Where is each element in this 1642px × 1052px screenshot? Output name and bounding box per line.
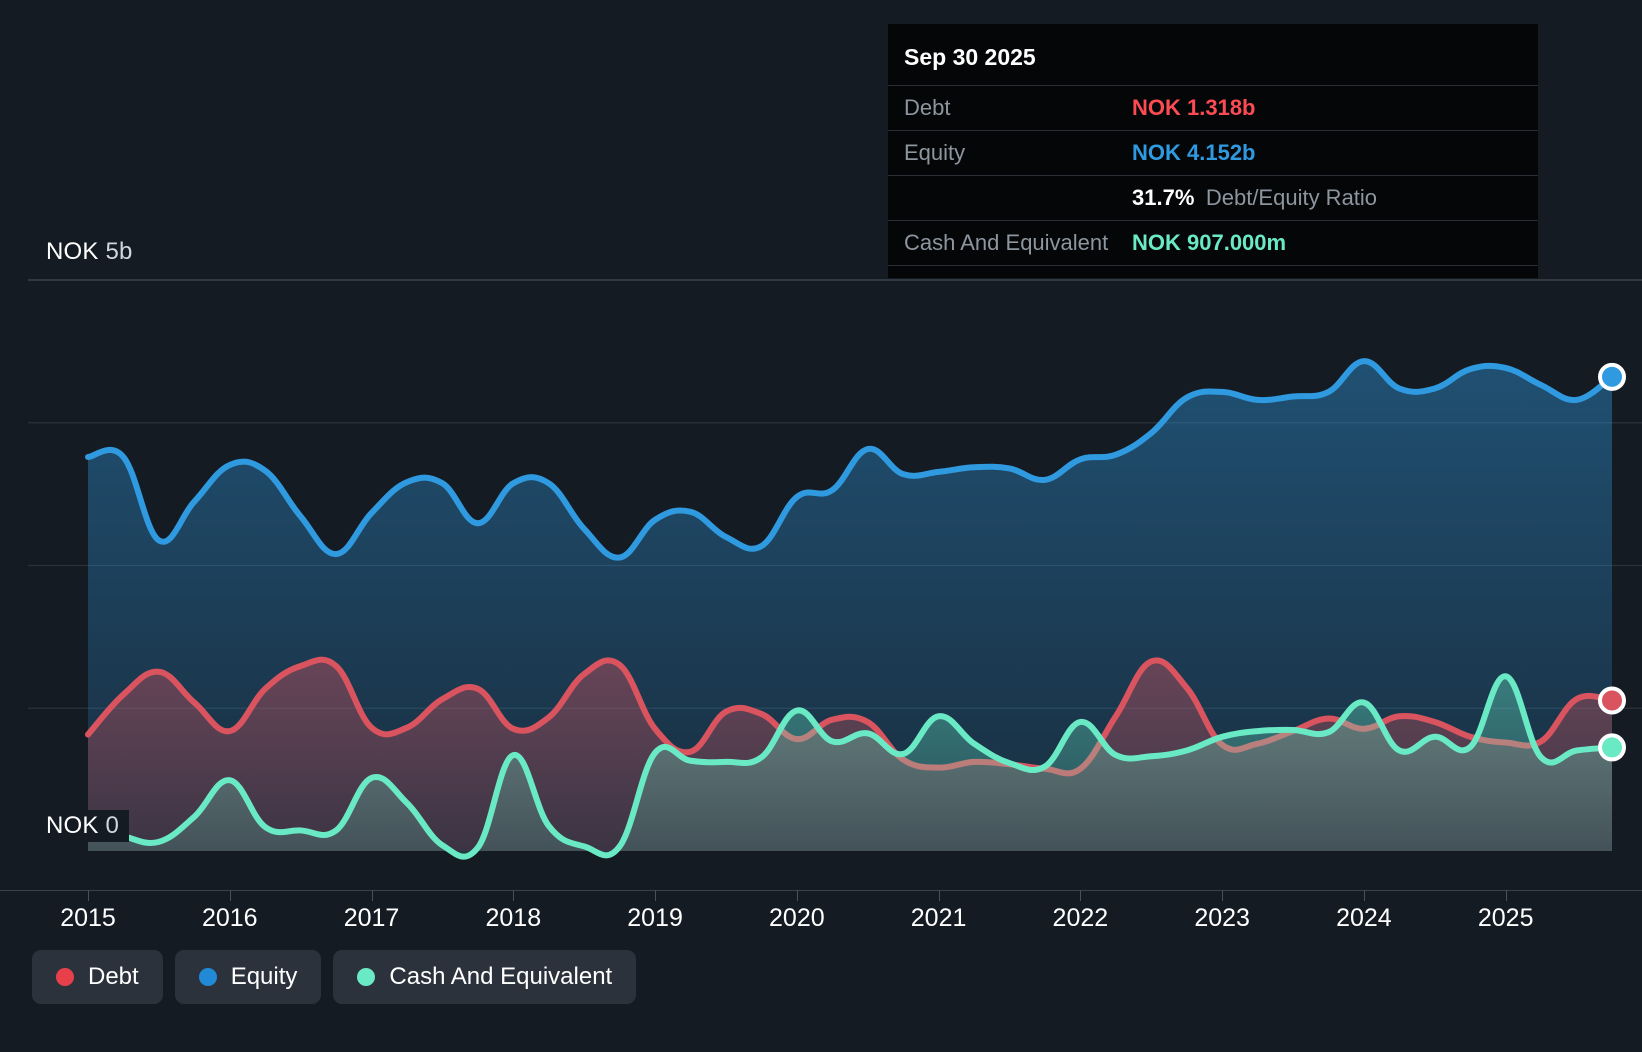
legend-item-cash[interactable]: Cash And Equivalent xyxy=(333,950,637,1004)
x-axis-year-label: 2024 xyxy=(1336,904,1392,932)
y-axis-zero-label: NOK 0 xyxy=(28,810,130,842)
tooltip-equity-label: Equity xyxy=(904,140,966,165)
x-axis: 2015 2016 2017 2018 2019 2020 2021 2022 2023 2024… xyxy=(0,890,1642,936)
tooltip-row-ratio: 31.7% Debt/Equity Ratio xyxy=(888,175,1538,220)
series-line-cash xyxy=(85,673,1615,860)
x-axis-year-label: 2017 xyxy=(343,904,400,932)
chart-canvas xyxy=(28,279,1642,860)
x-axis-tick-mark xyxy=(371,890,373,901)
x-axis-year-label: 2018 xyxy=(485,904,542,932)
tooltip-cash-label: Cash And Equivalent xyxy=(904,230,1109,255)
x-axis-year-label: 2016 xyxy=(201,904,258,932)
legend-color-dot-icon xyxy=(198,968,217,986)
x-axis-tick-mark xyxy=(1363,890,1365,901)
chart-tooltip: Sep 30 2025 Debt NOK 1.318b Equity NOK 4… xyxy=(888,24,1538,278)
tooltip-ratio-group: 31.7% Debt/Equity Ratio xyxy=(1132,185,1377,211)
series-layer xyxy=(85,358,1615,860)
legend-item-label: Debt xyxy=(88,963,139,990)
y-axis-top-label: NOK 5b xyxy=(28,236,143,268)
y-axis-top-value: 5b xyxy=(105,238,133,265)
x-axis-year-label: 2015 xyxy=(60,904,116,932)
endpoint-marker-debt xyxy=(1598,686,1626,715)
legend-item-label: Cash And Equivalent xyxy=(389,963,613,990)
chart-legend: Debt Equity Cash And Equivalent xyxy=(32,950,637,1004)
x-axis-tick-mark xyxy=(88,890,89,901)
tooltip-row-debt: Debt NOK 1.318b xyxy=(888,85,1538,130)
endpoint-marker-cash xyxy=(1598,733,1626,762)
x-axis-tick-mark xyxy=(1222,890,1224,901)
endpoint-markers xyxy=(1598,362,1626,762)
tooltip-ratio-text: Debt/Equity Ratio xyxy=(1205,185,1378,210)
tooltip-row-equity: Equity NOK 4.152b xyxy=(888,130,1538,175)
x-axis-tick-mark xyxy=(513,890,515,901)
y-axis-zero-unit: NOK xyxy=(46,812,99,839)
tooltip-equity-value: NOK 4.152b xyxy=(1132,140,1256,165)
x-axis-tick-mark xyxy=(655,890,657,901)
x-axis-tick-mark xyxy=(1080,890,1082,901)
x-axis-year-label: 2025 xyxy=(1477,904,1534,932)
legend-item-label: Equity xyxy=(230,963,298,990)
chart-plot-area: NOK 5b NOK 0 xyxy=(28,236,1642,860)
tooltip-debt-value: NOK 1.318b xyxy=(1132,95,1256,120)
legend-item-equity[interactable]: Equity xyxy=(174,950,322,1004)
x-axis-year-label: 2022 xyxy=(1052,904,1109,932)
area-fill-cash xyxy=(88,676,1612,857)
tooltip-cash-value: NOK 907.000m xyxy=(1132,230,1287,255)
x-axis-year-label: 2023 xyxy=(1194,904,1250,932)
tooltip-date: Sep 30 2025 xyxy=(904,44,1036,70)
y-axis-zero-value: 0 xyxy=(105,812,120,839)
x-axis-tick-mark xyxy=(938,890,940,901)
endpoint-marker-equity xyxy=(1598,362,1626,391)
x-axis-line xyxy=(0,890,1642,891)
x-axis-tick-mark xyxy=(796,890,798,901)
x-axis-year-label: 2021 xyxy=(910,904,967,932)
tooltip-debt-label: Debt xyxy=(904,95,951,120)
legend-color-dot-icon xyxy=(357,968,376,986)
legend-color-dot-icon xyxy=(56,968,74,986)
legend-item-debt[interactable]: Debt xyxy=(32,950,163,1004)
tooltip-ratio-value: 31.7% xyxy=(1132,185,1195,210)
series-line-equity xyxy=(85,358,1615,561)
x-axis-year-label: 2020 xyxy=(769,904,825,932)
y-axis-top-unit: NOK xyxy=(46,238,99,265)
tooltip-row-cash: Cash And Equivalent NOK 907.000m xyxy=(888,220,1538,266)
x-axis-year-label: 2019 xyxy=(627,904,683,932)
x-axis-tick-mark xyxy=(229,890,231,901)
x-axis-tick-mark xyxy=(1505,890,1507,901)
